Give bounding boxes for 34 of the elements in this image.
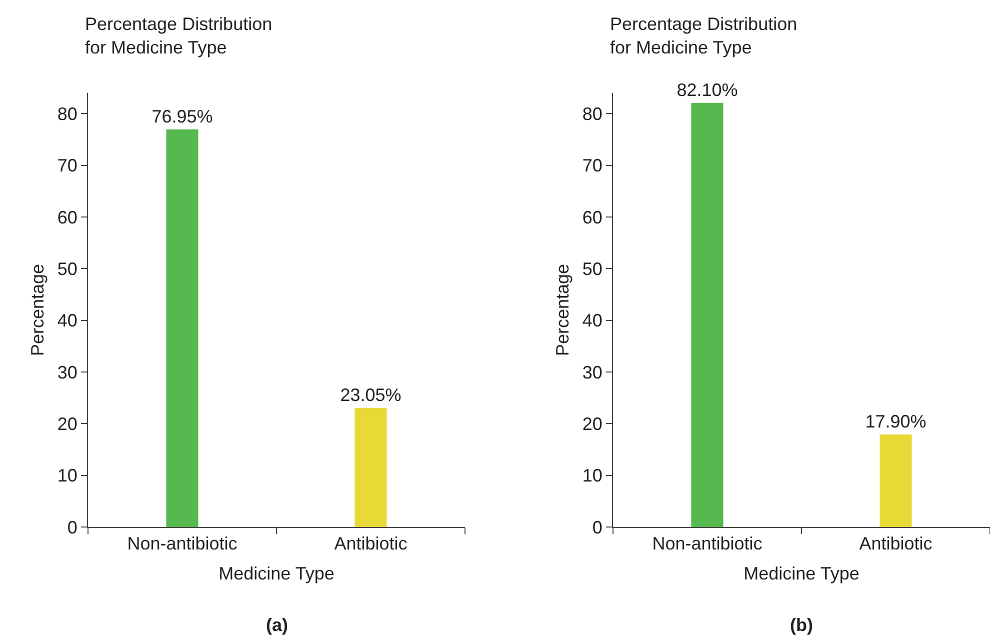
y-tick-label: 40 (582, 310, 602, 331)
x-tick-label: Non-antibiotic (652, 534, 762, 554)
y-tick-label: 30 (582, 362, 602, 382)
data-label: 23.05% (340, 384, 402, 405)
y-axis-title: Percentage (552, 264, 573, 356)
y-tick-label: 10 (57, 466, 78, 486)
y-tick-label: 0 (67, 517, 78, 538)
y-tick-label: 30 (57, 362, 78, 382)
y-tick-label: 10 (582, 466, 602, 486)
x-tick-label: Antibiotic (859, 534, 932, 554)
text: (a) (266, 615, 288, 635)
text: (b) (790, 615, 813, 635)
y-tick-label: 40 (57, 310, 78, 331)
x-axis-title: Medicine Type (744, 564, 860, 584)
y-tick-label: 0 (592, 517, 602, 538)
chart-title: Percentage Distribution for Medicine Type (85, 14, 272, 58)
y-tick-label: 60 (57, 207, 78, 228)
y-tick-label: 60 (582, 207, 602, 228)
y-tick-label: 20 (57, 414, 78, 434)
x-axis-title: Medicine Type (218, 564, 334, 584)
chart-title: Percentage Distribution for Medicine Type (610, 14, 798, 58)
data-label: 76.95% (152, 106, 213, 126)
y-tick-label: 80 (57, 104, 78, 124)
y-tick-label: 80 (582, 104, 602, 124)
x-tick-label: Antibiotic (334, 534, 408, 554)
y-tick-label: 50 (57, 258, 78, 279)
y-tick-label: 50 (582, 258, 602, 279)
y-tick-label: 70 (582, 156, 602, 176)
x-tick-label: Non-antibiotic (127, 534, 238, 554)
y-tick-label: 70 (57, 156, 78, 176)
y-tick-label: 20 (582, 414, 602, 434)
y-axis-title: Percentage (28, 264, 48, 356)
data-label: 82.10% (676, 80, 738, 100)
data-label: 17.90% (865, 412, 926, 432)
